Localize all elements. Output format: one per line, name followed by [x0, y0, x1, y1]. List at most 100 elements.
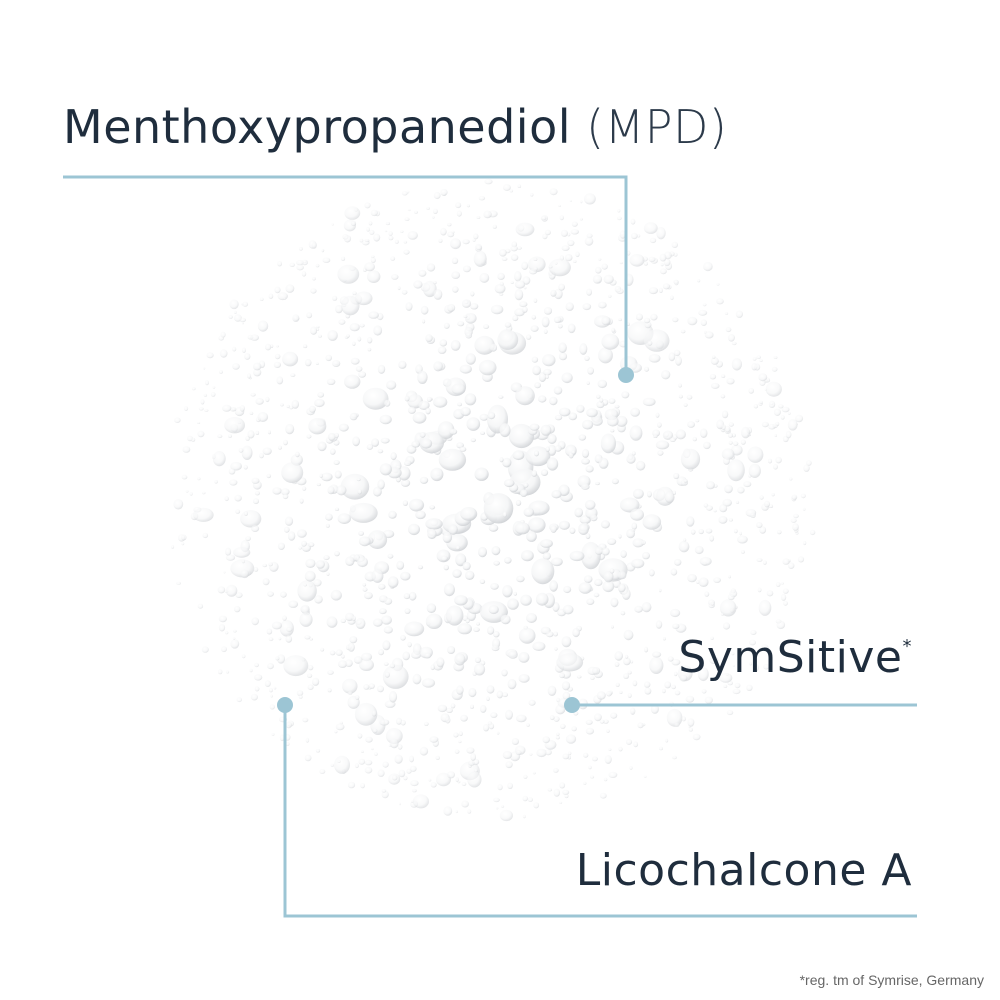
droplet: [385, 728, 403, 744]
droplet: [296, 690, 304, 696]
droplet: [768, 504, 774, 509]
droplet: [727, 459, 745, 482]
droplet: [686, 516, 695, 527]
droplet: [587, 367, 594, 375]
droplet: [359, 323, 365, 328]
droplet: [426, 396, 432, 402]
droplet: [330, 589, 342, 601]
droplet: [581, 458, 590, 465]
droplet: [767, 652, 771, 655]
droplet: [526, 723, 530, 727]
droplet: [558, 342, 567, 354]
droplet: [488, 524, 499, 532]
droplet: [644, 646, 649, 653]
droplet: [578, 582, 592, 594]
droplet: [465, 618, 470, 624]
droplet: [780, 582, 784, 585]
droplet: [523, 507, 535, 517]
droplet: [567, 232, 571, 237]
droplet: [412, 788, 417, 793]
droplet: [280, 403, 284, 407]
droplet: [214, 479, 218, 484]
droplet: [670, 295, 674, 300]
droplet: [371, 438, 379, 447]
droplet: [461, 782, 467, 786]
droplet: [632, 680, 638, 687]
droplet: [604, 755, 612, 764]
droplet: [335, 723, 345, 731]
droplet: [377, 479, 385, 490]
droplet: [723, 456, 730, 465]
droplet: [772, 423, 778, 428]
droplet: [304, 358, 312, 367]
droplet: [306, 434, 312, 439]
droplet: [719, 504, 728, 513]
droplet: [334, 507, 340, 511]
droplet: [490, 712, 498, 718]
droplet: [325, 354, 333, 362]
droplet: [497, 272, 505, 280]
droplet: [271, 732, 275, 736]
droplet: [334, 755, 350, 774]
droplet: [721, 424, 726, 430]
droplet: [619, 690, 623, 695]
droplet: [500, 614, 511, 625]
droplet: [438, 448, 467, 471]
droplet: [401, 290, 408, 295]
droplet: [433, 396, 448, 408]
droplet: [383, 662, 389, 666]
droplet: [713, 577, 721, 583]
droplet: [253, 567, 259, 572]
droplet: [671, 659, 681, 666]
droplet: [357, 489, 362, 495]
droplet: [327, 670, 334, 675]
droplet: [473, 663, 486, 676]
droplet: [241, 445, 253, 460]
droplet: [371, 568, 384, 583]
droplet: [541, 316, 550, 328]
droplet: [608, 398, 616, 404]
droplet: [379, 414, 392, 425]
droplet: [281, 462, 304, 483]
droplet: [265, 343, 272, 351]
droplet: [466, 747, 475, 754]
droplet: [225, 554, 236, 561]
droplet: [217, 434, 223, 439]
droplet: [565, 302, 574, 311]
droplet: [241, 654, 246, 659]
droplet: [483, 324, 490, 329]
droplet: [255, 398, 264, 405]
droplet: [454, 653, 466, 666]
droplet: [618, 746, 623, 752]
droplet: [525, 446, 551, 467]
droplet: [657, 422, 662, 428]
droplet: [371, 255, 375, 258]
droplet: [408, 498, 425, 512]
droplet: [759, 359, 763, 362]
droplet: [551, 557, 563, 567]
droplet: [456, 210, 462, 217]
droplet: [540, 424, 552, 436]
droplet: [621, 391, 630, 399]
droplet: [447, 303, 456, 312]
droplet: [235, 592, 243, 598]
droplet: [487, 626, 495, 635]
droplet: [727, 334, 735, 342]
droplet: [547, 433, 557, 444]
droplet: [364, 592, 373, 600]
droplet: [533, 802, 540, 809]
droplet: [670, 568, 678, 576]
droplet: [527, 797, 534, 802]
droplet: [317, 441, 327, 452]
droplet: [550, 525, 557, 533]
droplet: [515, 499, 522, 506]
droplet: [181, 474, 188, 480]
droplet: [542, 354, 556, 367]
droplet: [698, 309, 708, 316]
droplet: [421, 678, 436, 688]
droplet: [592, 274, 603, 284]
droplet: [368, 683, 375, 689]
droplet: [783, 600, 788, 606]
droplet: [350, 220, 357, 227]
droplet: [502, 184, 511, 191]
